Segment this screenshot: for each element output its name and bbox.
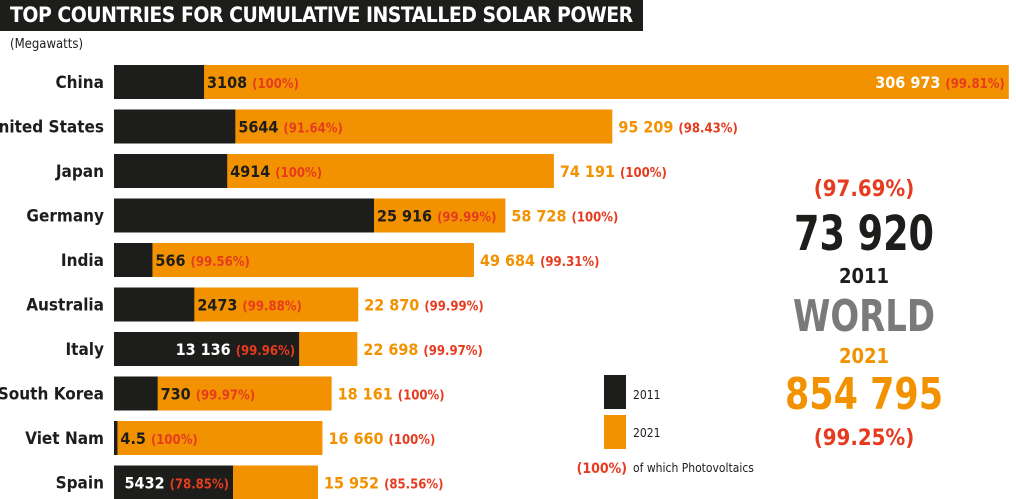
world-year-2021: 2021 [839, 344, 889, 368]
label-2021: 18 161 (100%) [338, 385, 445, 404]
bar-2011 [114, 332, 300, 366]
world-label: WORLD [793, 291, 935, 342]
bar-2011 [114, 109, 236, 144]
label-2021: 15 952 (85.56%) [324, 474, 444, 493]
legend-label-2011: 2011 [633, 388, 660, 402]
world-year-2011: 2011 [839, 264, 889, 288]
country-label: South Korea [0, 385, 104, 405]
label-2011: 2473 (99.88%) [197, 296, 301, 315]
bar-2011 [114, 376, 158, 411]
bar-2011 [114, 154, 228, 188]
bar-2011 [114, 465, 234, 499]
bar-2011 [114, 421, 118, 455]
label-2021: 95 209 (98.43%) [618, 118, 738, 137]
label-2011: 730 (99.97%) [161, 385, 255, 404]
label-2021: 16 660 (100%) [328, 429, 435, 448]
label-2021: 49 684 (99.31%) [480, 251, 600, 270]
label-2011: 3108 (100%) [207, 73, 299, 92]
country-label: China [55, 73, 104, 93]
country-label: Italy [65, 340, 104, 360]
legend-pv-sample: (100%) [577, 461, 627, 477]
country-label: Germany [26, 207, 104, 227]
bar-2011 [114, 243, 153, 277]
unit-label: (Megawatts) [10, 37, 84, 52]
label-2011: 5432 (78.85%) [125, 474, 229, 493]
label-2021: 22 870 (99.99%) [364, 296, 484, 315]
legend-label-2021: 2021 [633, 426, 660, 440]
label-2011: 566 (99.56%) [155, 251, 249, 270]
country-label: Japan [55, 162, 104, 182]
bar-2011 [114, 198, 374, 233]
label-2021: 306 973 (99.81%) [875, 73, 1005, 92]
label-2021: 74 191 (100%) [560, 162, 667, 181]
legend-pv-text: of which Photovoltaics [633, 461, 754, 475]
label-2011: 25 916 (99.99%) [377, 207, 497, 226]
country-label: Viet Nam [25, 429, 104, 449]
country-label: India [61, 251, 104, 271]
label-2021: 58 728 (100%) [511, 207, 618, 226]
legend-swatch-2021 [604, 415, 626, 449]
country-label: United States [0, 118, 104, 138]
world-value-2021: 854 795 [785, 369, 943, 420]
bar-2021 [114, 421, 323, 455]
label-2011: 13 136 (99.96%) [176, 340, 296, 359]
bar-2011 [114, 65, 205, 99]
label-2021: 22 698 (99.97%) [363, 340, 483, 359]
world-pv-2011: (97.69%) [814, 177, 915, 202]
legend-swatch-2011 [604, 375, 626, 409]
bar-2021 [114, 65, 1009, 99]
label-2011: 5644 (91.64%) [238, 118, 342, 137]
country-label: Australia [26, 296, 104, 316]
bar-2021 [114, 243, 474, 277]
label-2011: 4914 (100%) [230, 162, 322, 181]
chart-title: TOP COUNTRIES FOR CUMULATIVE INSTALLED S… [0, 0, 643, 31]
label-2011: 4.5 (100%) [120, 429, 197, 448]
world-pv-2021: (99.25%) [814, 426, 915, 451]
world-value-2011: 73 920 [794, 206, 934, 262]
country-label: Spain [56, 474, 104, 494]
bar-2011 [114, 287, 195, 322]
